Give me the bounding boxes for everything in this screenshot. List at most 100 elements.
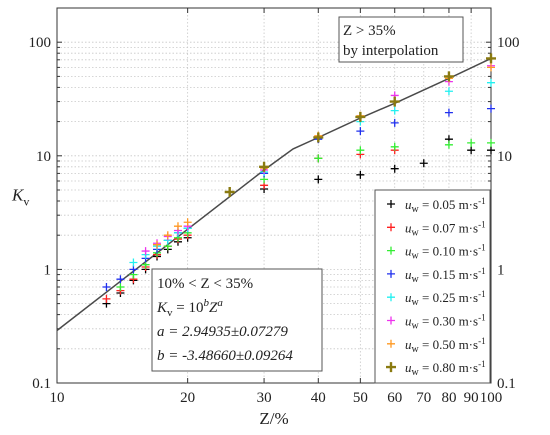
data-point xyxy=(129,265,138,274)
data-point xyxy=(487,138,495,147)
eq-mid: = 10 xyxy=(173,300,204,316)
data-point xyxy=(163,231,172,240)
x-tick-label: 100 xyxy=(480,390,503,406)
legend-box xyxy=(374,189,491,384)
legend-label: uw = 0.30 m·s-1 xyxy=(405,313,486,332)
legend-marker xyxy=(387,223,395,232)
legend-marker xyxy=(387,246,395,255)
legend-label-rest: = 0.05 m·s xyxy=(419,197,478,212)
legend-label-sub: w xyxy=(412,344,420,355)
legend-label-sub: w xyxy=(412,297,420,308)
legend-label-main: u xyxy=(405,314,412,329)
data-point xyxy=(173,222,182,231)
fit-equation-annotation: 10% < Z < 35% Kv = 10bZa a = 2.94935±0.0… xyxy=(151,268,323,372)
fit-equation-text: Kv = 10bZa xyxy=(156,297,223,319)
x-tick-label: 80 xyxy=(441,390,456,406)
data-point xyxy=(116,275,125,284)
data-point xyxy=(259,161,270,172)
data-point xyxy=(224,187,235,198)
data-point xyxy=(153,240,162,249)
legend-marker xyxy=(387,316,395,325)
data-point xyxy=(356,146,365,155)
data-point xyxy=(356,127,365,136)
eq-lhs: K xyxy=(156,300,168,316)
legend: uw = 0.05 m·s-1uw = 0.07 m·s-1uw = 0.10 … xyxy=(374,189,491,384)
legend-label-sub: w xyxy=(412,321,420,332)
legend-label-rest: = 0.07 m·s xyxy=(419,220,478,235)
legend-label-sup: -1 xyxy=(478,266,486,276)
y-axis-title-sub: v xyxy=(23,195,29,209)
legend-label-sub: w xyxy=(412,227,420,238)
legend-marker xyxy=(387,339,395,348)
legend-label-sup: -1 xyxy=(478,336,486,346)
y-axis-title-main: K xyxy=(11,186,25,205)
legend-marker xyxy=(386,362,396,373)
y-tick-label-right: 10 xyxy=(497,149,512,165)
eq-z: Z xyxy=(209,300,218,316)
data-point xyxy=(102,294,111,303)
data-point xyxy=(467,138,476,147)
legend-label-rest: = 0.30 m·s xyxy=(419,314,478,329)
data-point xyxy=(443,71,454,82)
data-point xyxy=(313,132,324,143)
y-tick-label: 100 xyxy=(29,35,52,51)
data-point xyxy=(356,170,365,179)
x-axis-title: Z/% xyxy=(259,409,288,428)
plot-frame xyxy=(56,7,492,384)
legend-label: uw = 0.07 m·s-1 xyxy=(405,219,486,238)
data-point xyxy=(487,63,495,72)
legend-label: uw = 0.10 m·s-1 xyxy=(405,243,486,262)
x-tick-label: 20 xyxy=(180,390,195,406)
legend-label-rest: = 0.50 m·s xyxy=(419,337,478,352)
legend-label-main: u xyxy=(405,197,412,212)
legend-label-rest: = 0.10 m·s xyxy=(419,244,478,259)
fit-equation-box xyxy=(151,268,323,372)
data-point xyxy=(355,111,366,122)
data-point xyxy=(389,96,400,107)
interpolation-annotation: Z > 35% by interpolation xyxy=(338,16,464,63)
legend-label: uw = 0.25 m·s-1 xyxy=(405,289,486,308)
y-axis-title: Kv xyxy=(11,186,29,209)
data-point xyxy=(390,118,399,127)
interpolation-line-1: Z > 35% xyxy=(343,23,396,39)
data-points xyxy=(102,53,496,308)
x-tick-label: 60 xyxy=(387,390,402,406)
data-point xyxy=(419,159,428,168)
series-7 xyxy=(224,53,496,198)
fit-a-value: a = 2.94935±0.07279 xyxy=(157,324,288,340)
legend-label-rest: = 0.25 m·s xyxy=(419,290,478,305)
legend-label-main: u xyxy=(405,220,412,235)
legend-label: uw = 0.80 m·s-1 xyxy=(405,359,486,378)
legend-label: uw = 0.05 m·s-1 xyxy=(405,196,486,215)
legend-label-main: u xyxy=(405,360,412,375)
data-point xyxy=(487,146,495,155)
legend-label: uw = 0.15 m·s-1 xyxy=(405,266,486,285)
fit-b-value: b = -3.48660±0.09264 xyxy=(157,348,293,364)
data-point xyxy=(486,53,496,64)
legend-marker xyxy=(387,269,395,278)
interpolation-line-2: by interpolation xyxy=(343,43,439,59)
legend-label-rest: = 0.15 m·s xyxy=(419,267,478,282)
legend-label-sub: w xyxy=(412,251,420,262)
data-point xyxy=(444,140,453,149)
legend-label-sub: w xyxy=(412,204,420,215)
y-tick-label-right: 1 xyxy=(497,262,505,278)
legend-label-main: u xyxy=(405,290,412,305)
eq-sup-a: a xyxy=(217,297,223,309)
data-point xyxy=(390,106,399,115)
legend-label-sub: w xyxy=(412,274,420,285)
data-point xyxy=(390,142,399,151)
data-point xyxy=(314,175,323,184)
interpolation-box xyxy=(338,16,464,63)
data-point xyxy=(444,108,453,117)
y-tick-label: 0.1 xyxy=(32,376,51,392)
data-point xyxy=(102,282,111,291)
data-point xyxy=(444,87,453,96)
legend-label: uw = 0.50 m·s-1 xyxy=(405,336,486,355)
y-tick-label: 1 xyxy=(44,262,52,278)
data-point xyxy=(314,154,323,163)
legend-label-sup: -1 xyxy=(478,243,486,253)
data-point xyxy=(129,258,138,267)
